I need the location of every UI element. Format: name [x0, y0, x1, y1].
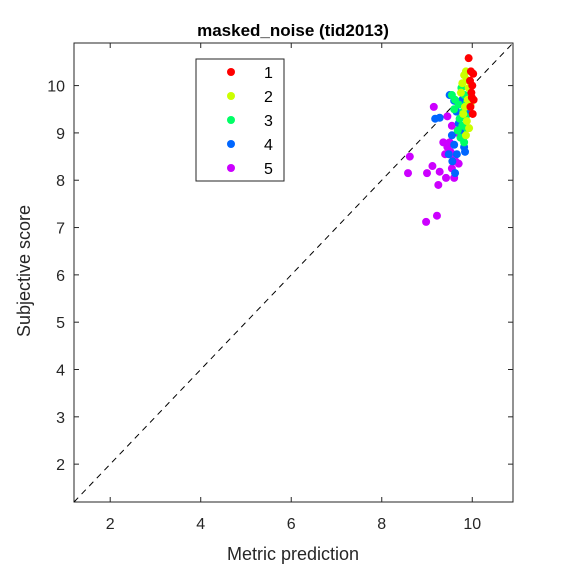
- data-point: [447, 131, 456, 140]
- legend-items: 1 2 3 4 5: [227, 65, 273, 178]
- data-point: [454, 159, 463, 168]
- legend-marker: [227, 68, 235, 76]
- y-tick-label: 6: [56, 268, 65, 285]
- data-point: [443, 112, 452, 121]
- legend-marker: [227, 164, 235, 172]
- data-point: [450, 140, 459, 149]
- legend-entry-5: 5: [227, 161, 273, 178]
- y-tick-label: 8: [56, 173, 65, 190]
- legend-entry-3: 3: [227, 113, 273, 130]
- x-tick-label: 2: [106, 516, 115, 533]
- data-point: [453, 126, 462, 135]
- legend-label: 1: [264, 65, 273, 82]
- data-point: [461, 147, 470, 156]
- data-point: [467, 93, 476, 102]
- data-point: [435, 167, 444, 176]
- data-point: [405, 152, 414, 161]
- data-point: [469, 69, 478, 78]
- legend-entry-4: 4: [227, 137, 273, 154]
- data-point: [468, 81, 477, 90]
- y-tick-label: 3: [56, 410, 65, 427]
- x-tick-label: 6: [287, 516, 296, 533]
- data-point: [459, 109, 468, 118]
- data-point: [450, 105, 459, 114]
- y-axis-label: Subjective score: [14, 205, 34, 337]
- legend-label: 3: [264, 113, 273, 130]
- legend-box: [195, 58, 285, 182]
- legend-marker: [227, 92, 235, 100]
- data-points: [404, 54, 478, 226]
- y-tick-label: 4: [56, 363, 65, 380]
- y-tick-label: 9: [56, 126, 65, 143]
- data-point: [422, 217, 431, 226]
- data-point: [464, 54, 473, 63]
- data-point: [435, 113, 444, 122]
- legend-label: 2: [264, 89, 273, 106]
- data-point: [460, 138, 469, 147]
- data-point: [434, 180, 443, 189]
- legend-marker: [227, 140, 235, 148]
- data-point: [456, 88, 465, 97]
- legend-entry-1: 1: [227, 65, 273, 82]
- data-point: [447, 121, 456, 130]
- data-point: [423, 169, 432, 178]
- x-tick-label: 8: [377, 516, 386, 533]
- legend: 1 2 3 4 5: [195, 58, 285, 182]
- legend-entry-2: 2: [227, 89, 273, 106]
- x-axis-label: Metric prediction: [227, 544, 359, 564]
- x-tick-label: 10: [463, 516, 481, 533]
- legend-marker: [227, 116, 235, 124]
- data-point: [429, 102, 438, 111]
- data-point: [465, 124, 474, 133]
- chart-title: masked_noise (tid2013): [197, 21, 389, 40]
- y-axis-ticks: 2 3 4 5 6 7 8 9 10: [47, 79, 513, 474]
- data-point: [458, 79, 467, 88]
- data-point: [432, 211, 441, 220]
- series-1-points: [464, 54, 478, 118]
- data-point: [404, 169, 413, 178]
- x-axis-ticks: 2 4 6 8 10: [106, 43, 481, 533]
- x-tick-label: 4: [196, 516, 205, 533]
- y-tick-label: 2: [56, 457, 65, 474]
- y-tick-label: 5: [56, 315, 65, 332]
- plot-area: [73, 42, 514, 503]
- legend-label: 4: [264, 137, 273, 154]
- data-point: [466, 102, 475, 111]
- data-point: [428, 162, 437, 171]
- data-point: [442, 173, 451, 182]
- data-point: [462, 117, 471, 126]
- data-point: [448, 157, 457, 166]
- y-tick-label: 10: [47, 79, 65, 96]
- data-point: [461, 131, 470, 140]
- data-point: [444, 150, 453, 159]
- legend-label: 5: [264, 161, 273, 178]
- data-point: [468, 109, 477, 118]
- y-tick-label: 7: [56, 221, 65, 238]
- data-point: [451, 169, 460, 178]
- data-point: [452, 150, 461, 159]
